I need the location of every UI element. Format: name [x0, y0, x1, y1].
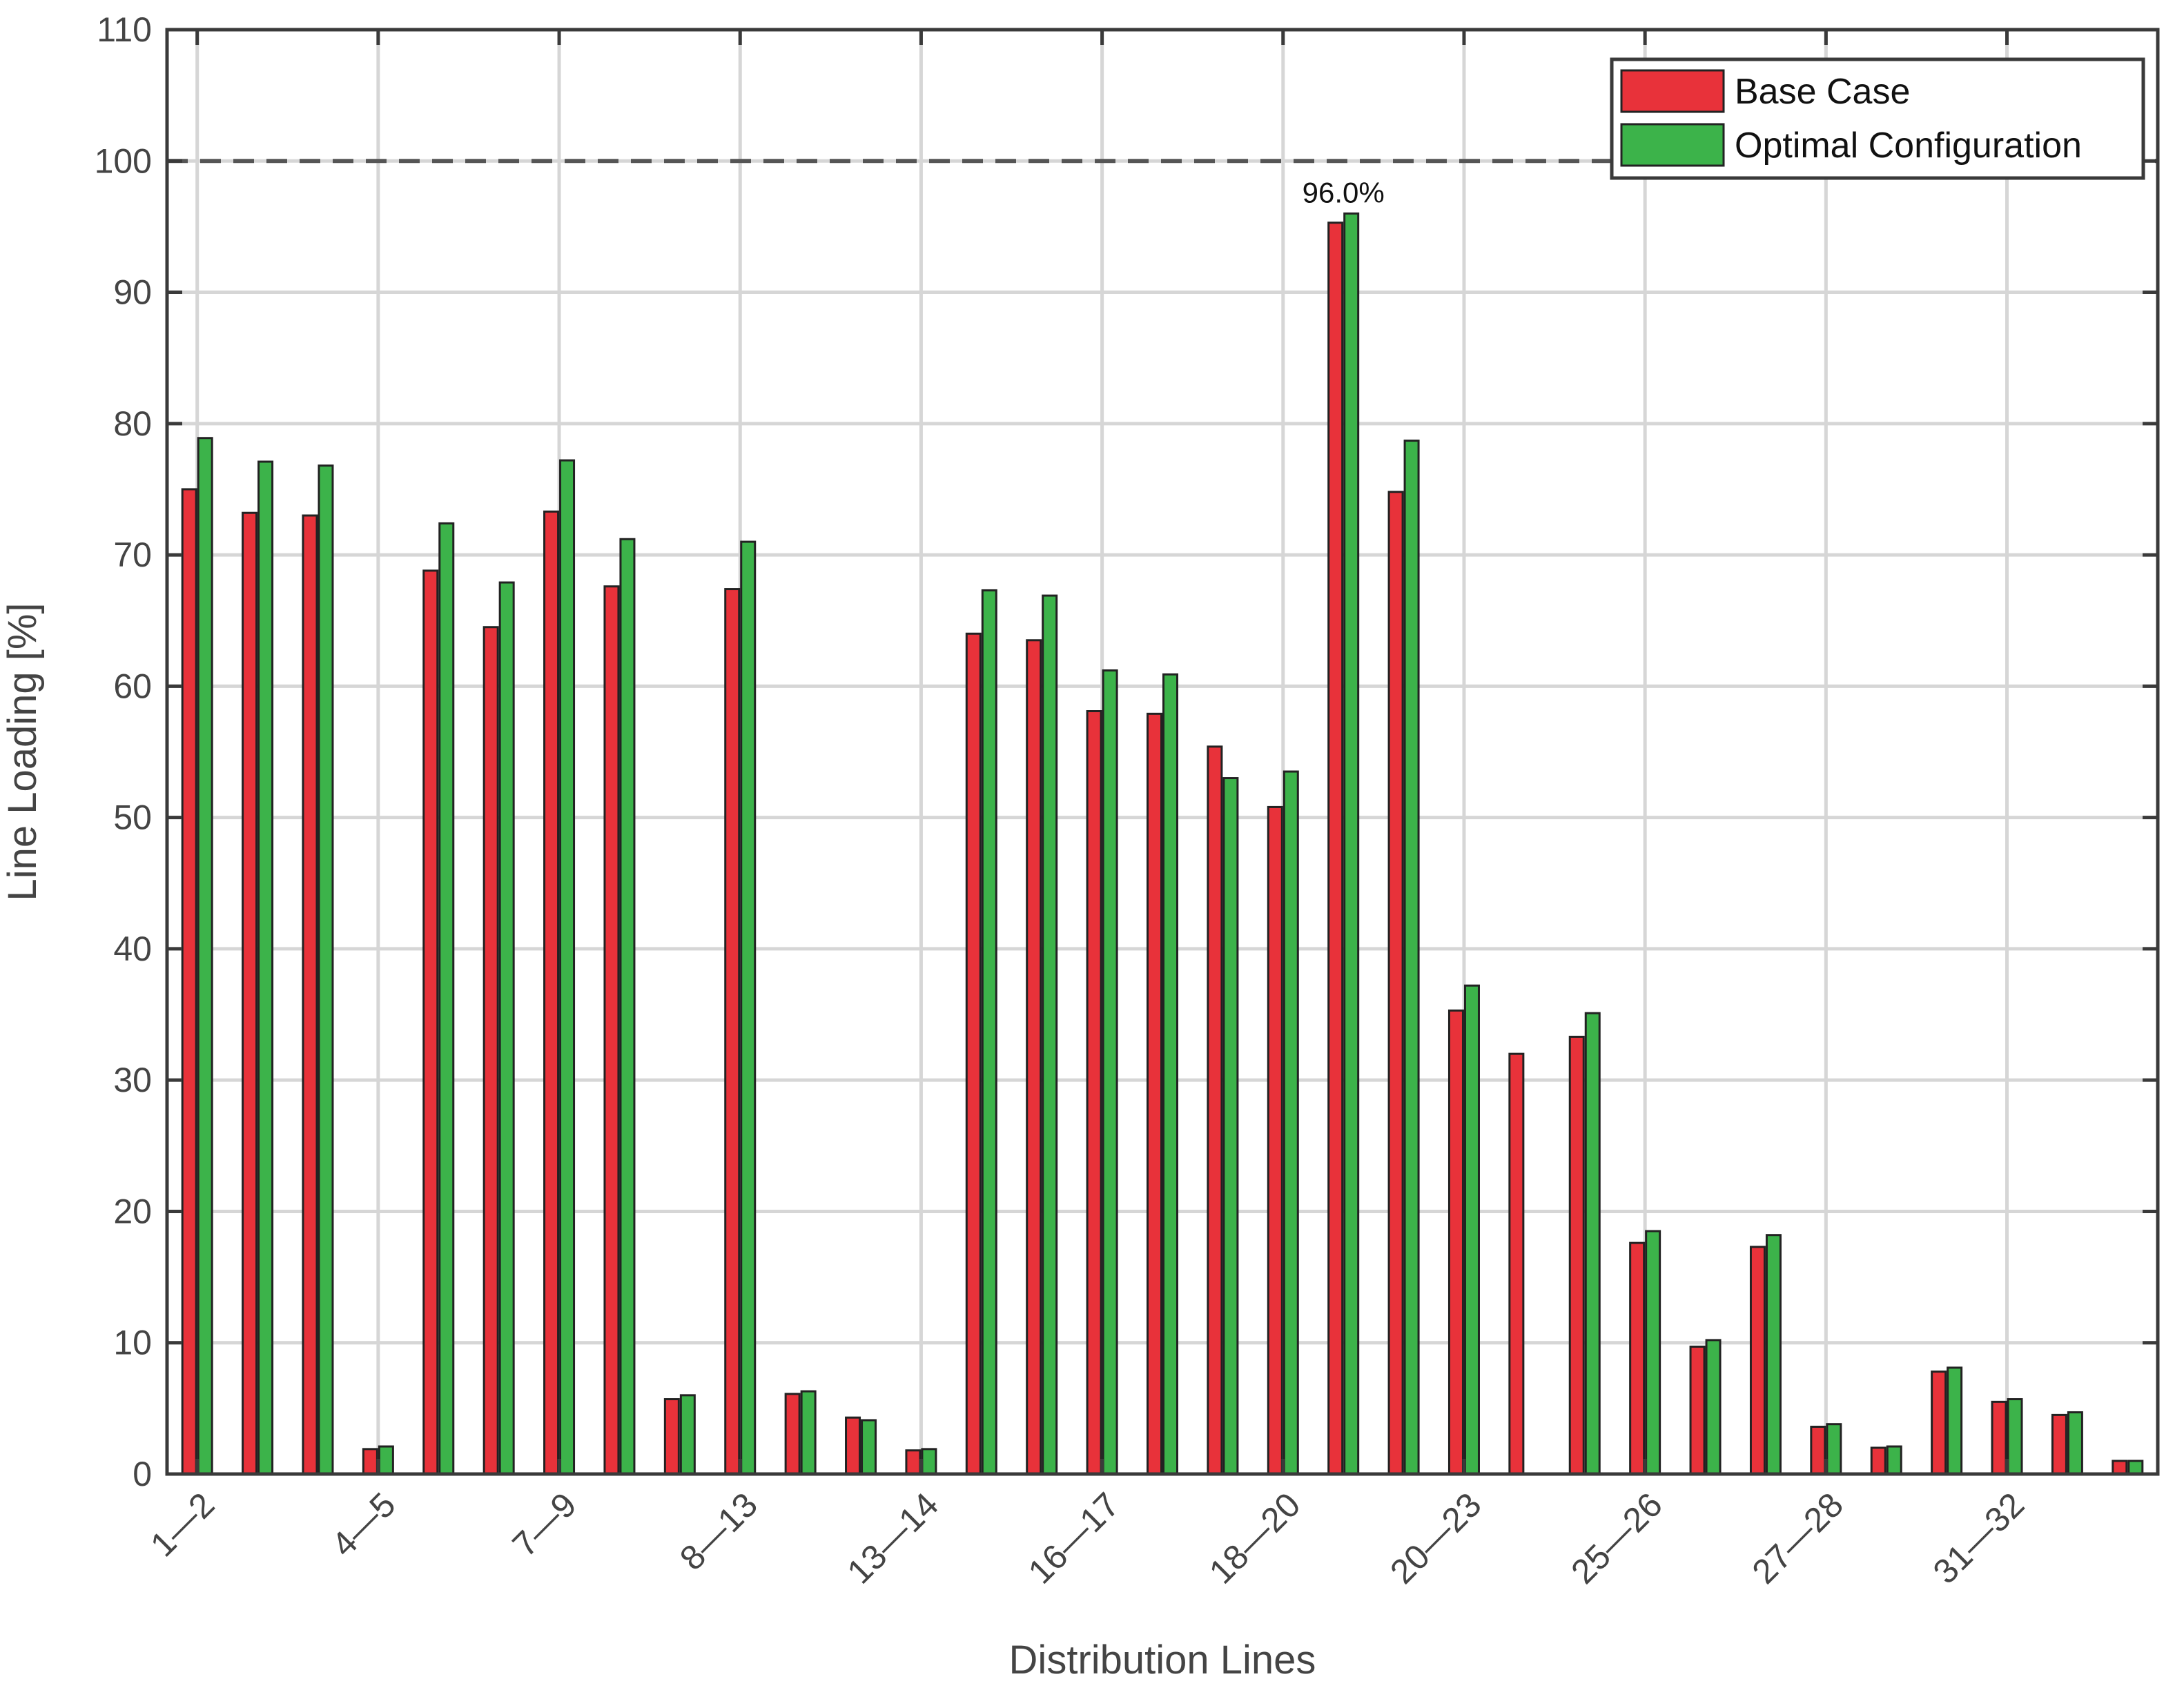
bar-optimal-18 — [1283, 770, 1299, 1475]
bar-optimal-31 — [2067, 1411, 2083, 1475]
bar-optimal-28 — [1886, 1445, 1902, 1475]
y-tick-label-70: 70 — [113, 536, 152, 574]
bar-optimal-14 — [1042, 594, 1058, 1475]
bar-optimal-19 — [1343, 212, 1360, 1475]
bar-optimal-12 — [921, 1448, 937, 1475]
y-tick-label-0: 0 — [133, 1455, 152, 1493]
bar-optimal-15 — [1102, 669, 1118, 1475]
bar-base-case-30 — [1991, 1400, 2007, 1475]
y-tick-label-50: 50 — [113, 798, 152, 837]
legend-swatch-base-case — [1620, 69, 1725, 113]
bar-base-case-28 — [1870, 1446, 1886, 1475]
bar-base-case-5 — [482, 626, 499, 1475]
bar-base-case-1 — [242, 511, 258, 1475]
x-axis-title: Distribution Lines — [1009, 1638, 1316, 1682]
bar-optimal-8 — [679, 1394, 696, 1475]
bar-optimal-6 — [559, 459, 576, 1475]
bar-base-case-11 — [845, 1416, 861, 1475]
bar-base-case-13 — [965, 632, 982, 1475]
bar-base-case-26 — [1749, 1246, 1766, 1475]
bar-base-case-31 — [2051, 1413, 2067, 1475]
legend-swatch-optimal-configuration — [1620, 123, 1725, 167]
bar-base-case-21 — [1447, 1009, 1464, 1475]
annotation-label: 96.0% — [1303, 176, 1385, 208]
legend-label-optimal-configuration: Optimal Configuration — [1735, 126, 2082, 166]
bar-optimal-20 — [1403, 440, 1420, 1475]
y-tick-label-30: 30 — [113, 1061, 152, 1099]
bar-optimal-16 — [1162, 673, 1178, 1475]
y-tick-label-90: 90 — [113, 273, 152, 312]
bar-optimal-9 — [740, 540, 757, 1475]
bar-base-case-15 — [1086, 710, 1102, 1475]
bar-base-case-23 — [1568, 1035, 1585, 1475]
bar-optimal-26 — [1765, 1234, 1782, 1475]
legend: Base Case Optimal Configuration — [1610, 57, 2145, 180]
bar-optimal-21 — [1463, 984, 1480, 1475]
bar-optimal-32 — [2127, 1460, 2144, 1475]
bar-base-case-14 — [1026, 639, 1042, 1475]
y-tick-label-60: 60 — [113, 667, 152, 705]
bar-base-case-7 — [603, 585, 620, 1475]
bar-base-case-19 — [1327, 222, 1344, 1475]
plot-frame — [165, 28, 2160, 1476]
legend-label-base-case: Base Case — [1735, 72, 1910, 112]
y-tick-label-100: 100 — [95, 141, 152, 180]
bar-optimal-10 — [800, 1390, 817, 1475]
bar-base-case-24 — [1629, 1241, 1646, 1475]
bar-base-case-17 — [1207, 745, 1223, 1475]
bar-base-case-22 — [1508, 1052, 1525, 1475]
y-tick-label-40: 40 — [113, 930, 152, 968]
bar-base-case-32 — [2112, 1460, 2128, 1475]
bar-base-case-0 — [181, 488, 197, 1475]
bar-base-case-4 — [422, 569, 439, 1475]
bar-optimal-0 — [197, 437, 213, 1475]
bar-base-case-10 — [784, 1393, 801, 1475]
bar-optimal-13 — [981, 589, 997, 1475]
bar-base-case-20 — [1387, 491, 1404, 1475]
bar-optimal-4 — [438, 522, 455, 1475]
y-tick-label-20: 20 — [113, 1192, 152, 1230]
bar-optimal-24 — [1645, 1230, 1661, 1475]
y-tick-label-80: 80 — [113, 404, 152, 443]
bar-optimal-7 — [619, 538, 636, 1475]
bar-base-case-9 — [724, 588, 741, 1475]
bar-base-case-27 — [1810, 1426, 1826, 1475]
bar-optimal-11 — [861, 1419, 877, 1475]
bar-base-case-25 — [1689, 1345, 1706, 1475]
y-axis-title: Line Loading [%] — [0, 602, 45, 901]
bar-optimal-23 — [1584, 1012, 1601, 1475]
bar-base-case-3 — [362, 1448, 378, 1475]
bar-optimal-17 — [1222, 777, 1239, 1475]
bar-base-case-18 — [1267, 805, 1283, 1475]
bar-optimal-5 — [498, 581, 515, 1475]
y-axis-ticks: 0 10 20 30 40 50 60 70 80 90 100 110 — [95, 10, 2158, 1493]
bar-base-case-29 — [1931, 1371, 1947, 1475]
bar-optimal-29 — [1947, 1366, 1963, 1475]
y-tick-label-10: 10 — [113, 1324, 152, 1362]
bar-optimal-3 — [378, 1445, 394, 1475]
bar-optimal-2 — [318, 464, 334, 1475]
bar-optimal-30 — [2007, 1398, 2023, 1475]
bar-base-case-12 — [905, 1449, 922, 1475]
bar-base-case-16 — [1147, 712, 1162, 1475]
bar-base-case-6 — [543, 510, 560, 1475]
bar-base-case-8 — [663, 1398, 680, 1475]
bar-optimal-25 — [1705, 1339, 1722, 1475]
bar-base-case-2 — [302, 514, 318, 1475]
bar-optimal-27 — [1826, 1423, 1842, 1475]
y-tick-label-110: 110 — [97, 10, 152, 49]
bar-optimal-1 — [257, 460, 274, 1475]
